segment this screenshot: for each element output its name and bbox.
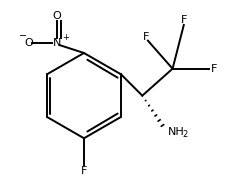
Text: +: + (62, 33, 69, 42)
Text: 2: 2 (182, 130, 188, 139)
Text: O: O (53, 11, 62, 21)
Text: −: − (19, 31, 27, 41)
Text: O: O (24, 38, 33, 48)
Text: F: F (143, 32, 149, 42)
Text: F: F (181, 15, 187, 26)
Text: F: F (211, 64, 217, 74)
Text: NH: NH (168, 126, 185, 136)
Text: F: F (81, 166, 87, 176)
Text: N: N (53, 38, 61, 48)
